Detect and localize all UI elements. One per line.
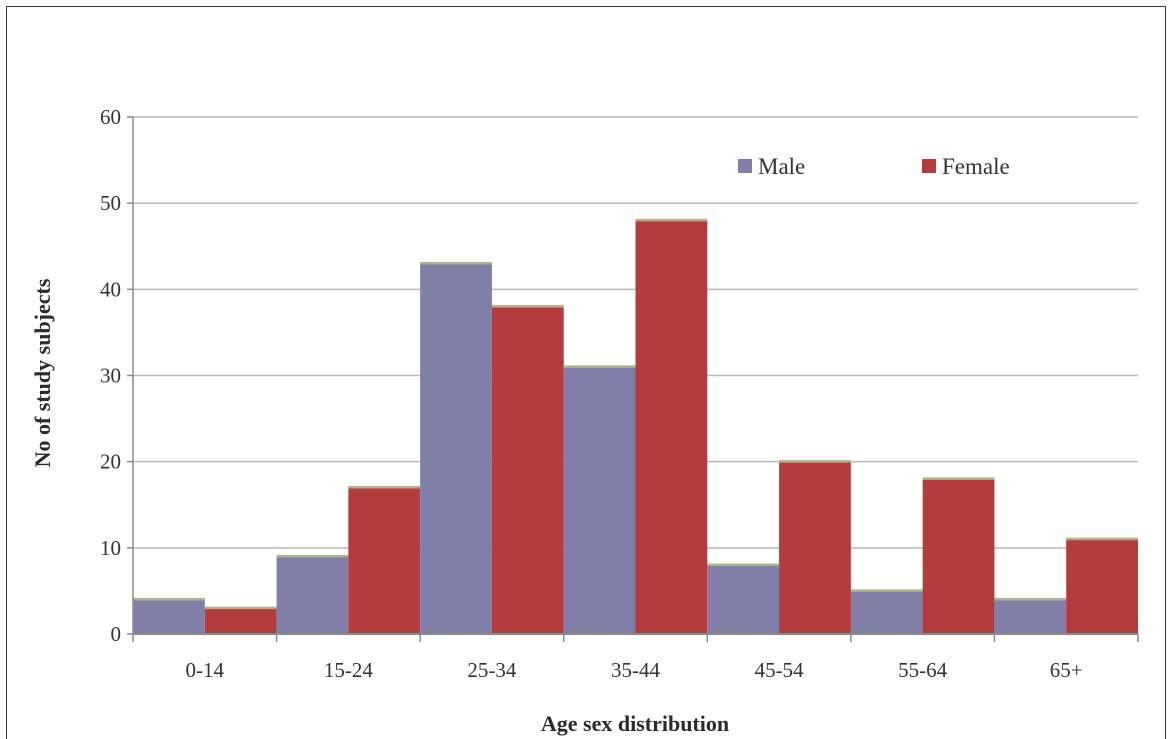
x-tick-label: 55-64 <box>898 658 947 682</box>
bar-female <box>635 220 708 634</box>
bar-cap <box>1066 537 1138 541</box>
x-axis-ticks: 0-14 15-24 25-34 35-44 45-54 55-64 65+ <box>186 658 1083 682</box>
bar-female <box>491 306 564 634</box>
x-tick-label: 0-14 <box>186 658 225 682</box>
x-tick-label: 35-44 <box>611 658 660 682</box>
bar-cap <box>922 477 995 480</box>
bar-cap <box>563 365 636 368</box>
bar-female <box>1066 539 1138 634</box>
bar-male <box>276 556 349 634</box>
y-tick-label: 20 <box>100 450 121 474</box>
y-tick-label: 40 <box>100 277 121 301</box>
y-tick-label: 0 <box>111 622 122 646</box>
y-axis-title: No of study subjects <box>30 278 55 467</box>
x-tick-label: 45-54 <box>755 658 804 682</box>
bar-male <box>563 366 636 634</box>
legend: Male Female <box>738 154 1010 179</box>
bar-cap <box>707 563 780 567</box>
x-tick-label: 25-34 <box>467 658 516 682</box>
bar-female <box>204 608 277 634</box>
legend-label-female: Female <box>942 154 1010 179</box>
bar-cap <box>635 218 708 222</box>
bar-male <box>420 263 492 634</box>
bar-cap <box>348 486 421 489</box>
bar-cap <box>994 598 1067 601</box>
legend-swatch-female <box>922 159 936 173</box>
y-tick-label: 60 <box>100 105 121 129</box>
bars <box>133 218 1138 634</box>
bar-cap <box>420 261 492 265</box>
bar-female <box>779 461 851 634</box>
bar-cap <box>491 305 564 308</box>
y-tick-label: 30 <box>100 364 121 388</box>
bar-cap <box>850 589 923 592</box>
legend-swatch-male <box>738 159 752 173</box>
bar-cap <box>779 460 851 463</box>
bar-cap <box>276 554 349 558</box>
legend-label-male: Male <box>758 154 805 179</box>
bar-cap <box>204 606 277 610</box>
x-tick-label: 15-24 <box>324 658 373 682</box>
bar-cap <box>133 598 205 601</box>
bar-male <box>707 565 780 634</box>
bar-male <box>994 599 1067 634</box>
bar-female <box>922 478 995 634</box>
y-tick-label: 50 <box>100 191 121 215</box>
bar-male <box>133 599 205 634</box>
y-tick-label: 10 <box>100 536 121 560</box>
bar-male <box>850 590 923 634</box>
y-axis-ticks: 0 10 20 30 40 50 60 <box>100 105 121 646</box>
x-tick-label: 65+ <box>1050 658 1083 682</box>
bar-female <box>348 487 421 634</box>
axes <box>127 116 1139 642</box>
x-axis-title: Age sex distribution <box>541 711 729 736</box>
